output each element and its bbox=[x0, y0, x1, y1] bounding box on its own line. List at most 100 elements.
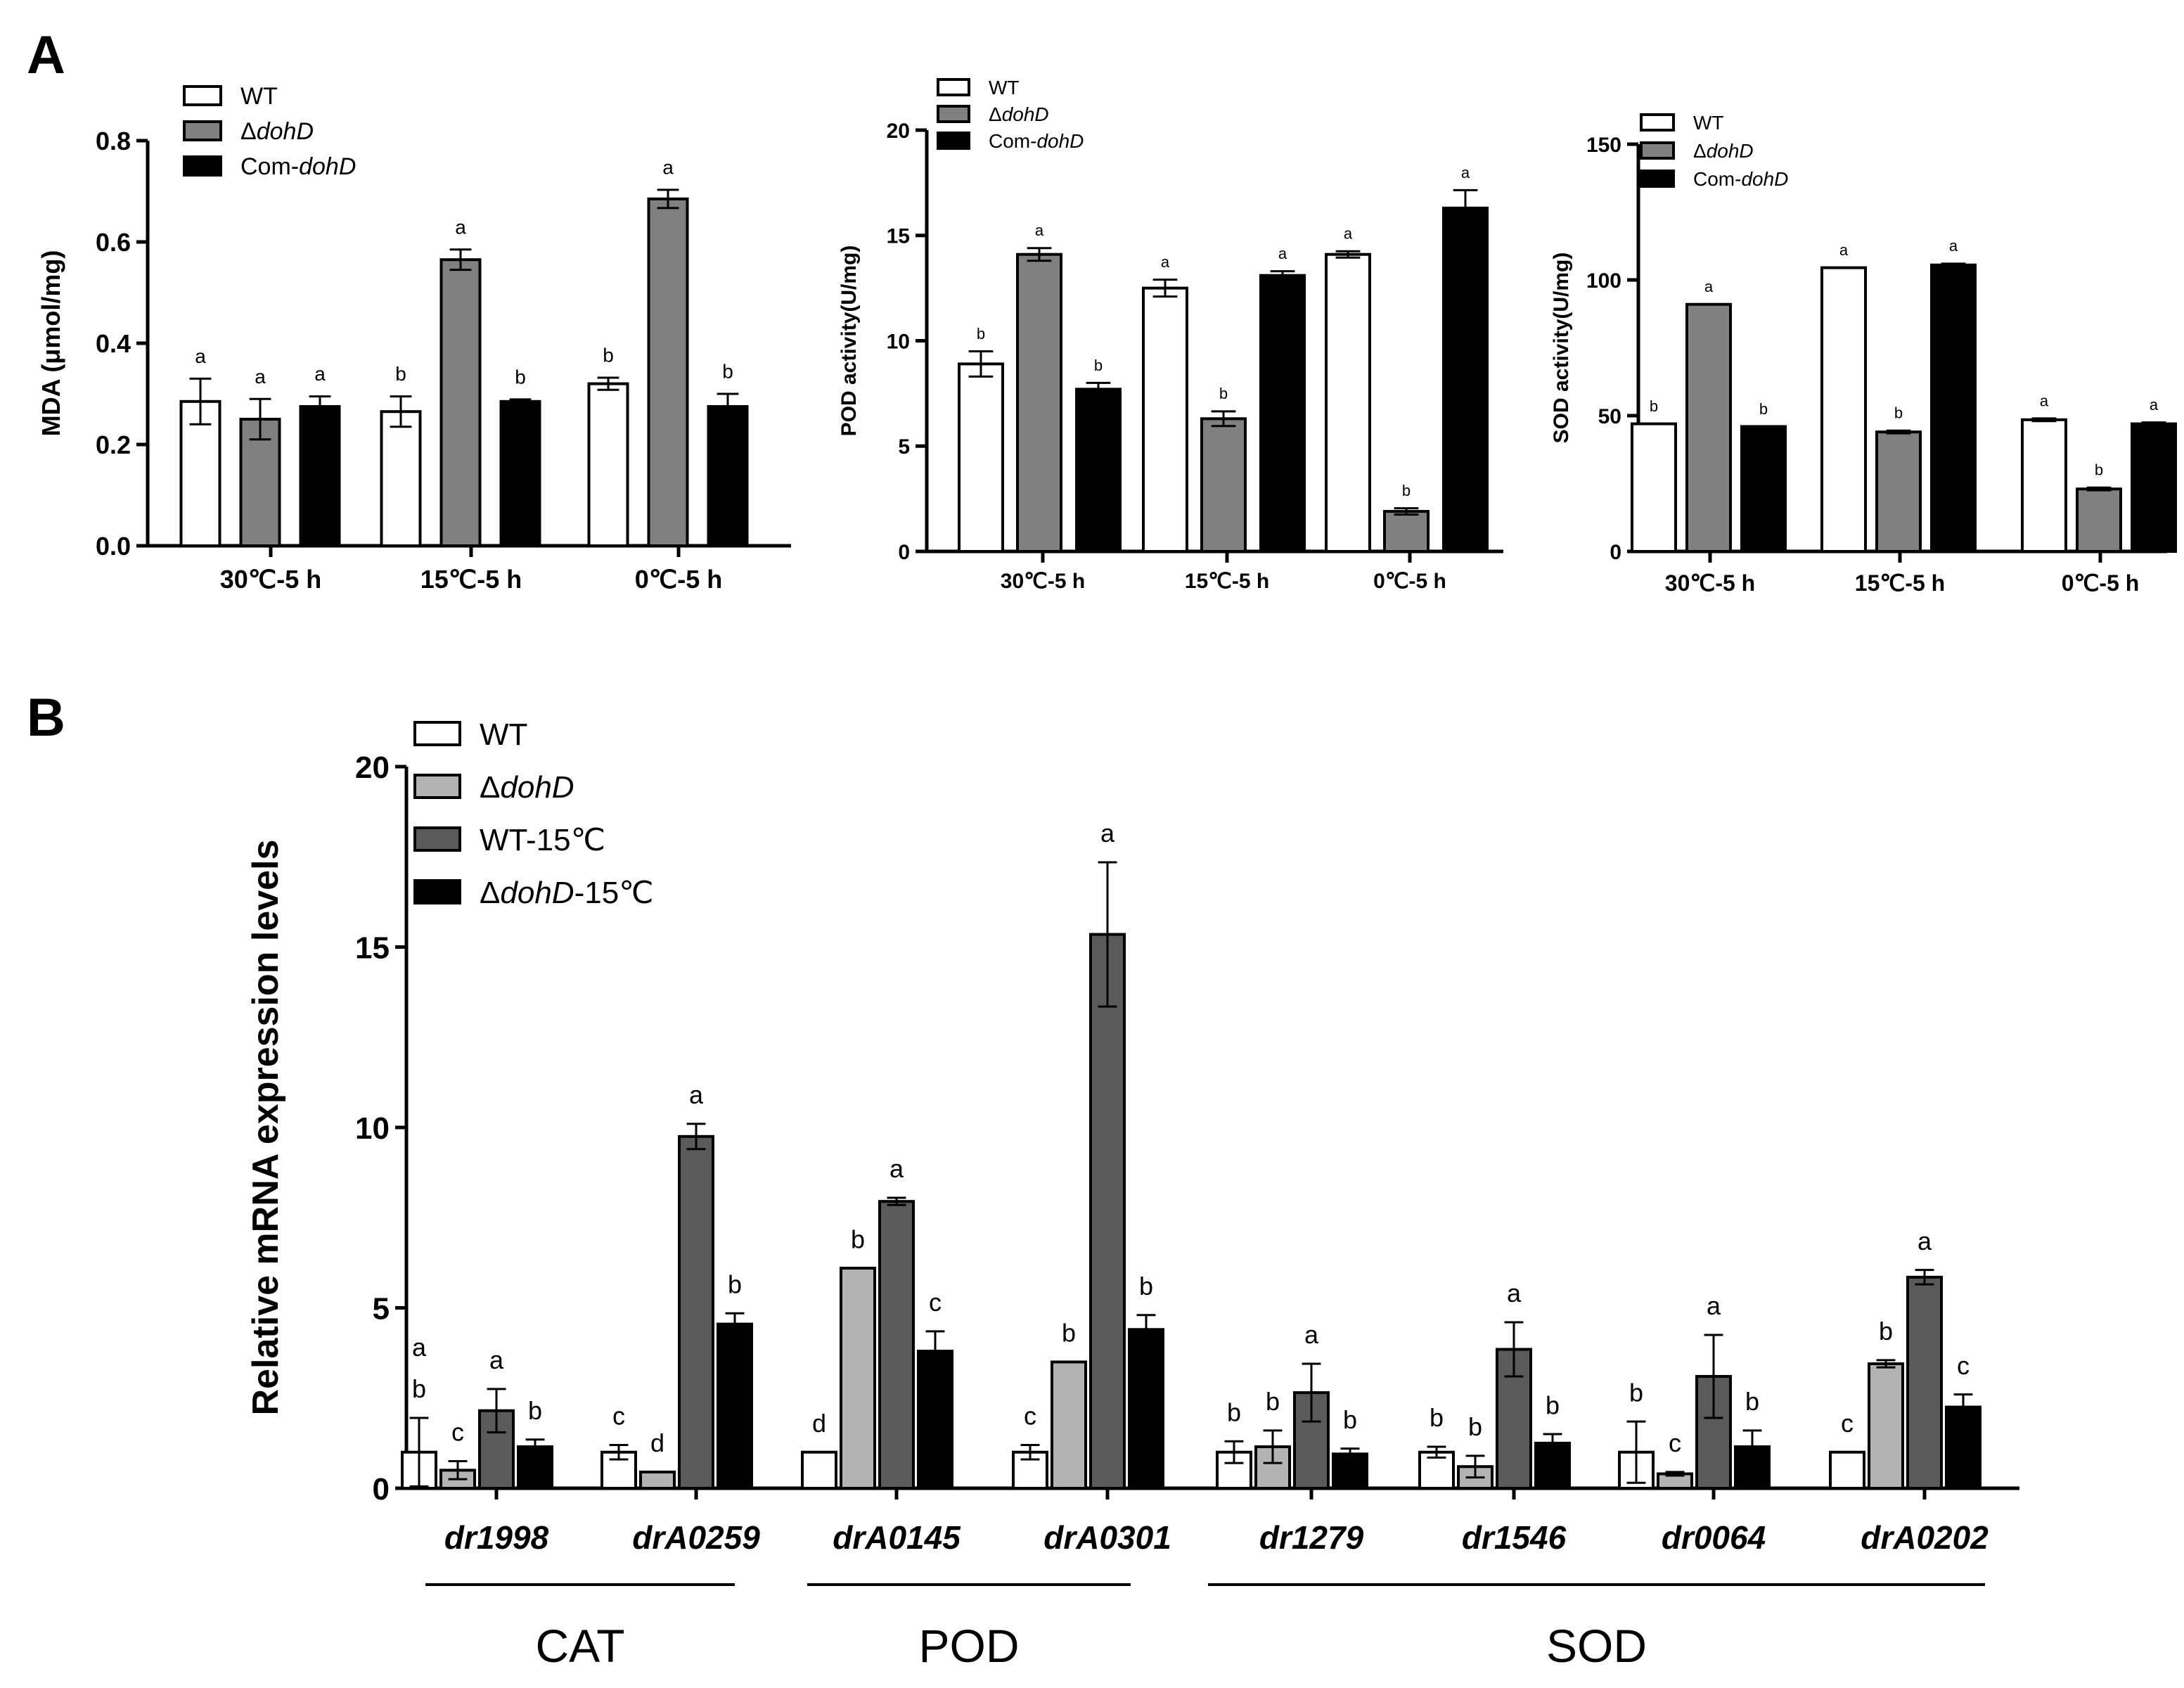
legend-swatch bbox=[413, 774, 461, 799]
x-tick-label: dr1279 bbox=[1259, 1519, 1364, 1556]
bar bbox=[1930, 263, 1977, 553]
group-label: CAT bbox=[535, 1620, 624, 1672]
bar bbox=[717, 1322, 753, 1490]
x-tick-label: 0℃-5 h bbox=[2062, 570, 2140, 596]
bar bbox=[1829, 1450, 1865, 1490]
bar bbox=[1820, 266, 1867, 553]
significance-label: c bbox=[612, 1402, 625, 1431]
significance-label: c bbox=[1024, 1402, 1036, 1431]
legend-swatch bbox=[413, 826, 461, 852]
bar bbox=[1200, 417, 1247, 553]
significance-label: b bbox=[528, 1396, 542, 1425]
bar bbox=[647, 197, 689, 547]
significance-label: a bbox=[455, 216, 466, 238]
legend-swatch bbox=[413, 879, 461, 904]
legend-entry: ΔdohD bbox=[989, 103, 1049, 125]
significance-label: a bbox=[1100, 819, 1115, 848]
y-tick-label: 20 bbox=[355, 750, 390, 785]
bar bbox=[1259, 274, 1306, 553]
significance-label: b bbox=[515, 366, 526, 388]
y-axis-label: MDA (μmol/mg) bbox=[37, 250, 65, 437]
x-tick-label: dr1998 bbox=[444, 1519, 549, 1556]
x-tick-label: drA0202 bbox=[1861, 1519, 1989, 1556]
bar bbox=[2131, 422, 2177, 554]
legend-swatch bbox=[183, 85, 222, 106]
y-axis-label: Relative mRNA expression levels bbox=[245, 840, 286, 1416]
bar bbox=[639, 1470, 676, 1490]
legend-entry: Com-dohD bbox=[240, 153, 356, 180]
significance-label: b bbox=[1343, 1405, 1357, 1434]
legend-entry: ΔdohD bbox=[480, 770, 574, 805]
bar bbox=[1383, 510, 1430, 553]
bar bbox=[380, 410, 422, 548]
significance-label: b bbox=[1227, 1398, 1241, 1427]
x-tick-label: 0℃-5 h bbox=[635, 565, 722, 594]
sod-activity-chart: 0 50 100 150 SOD activity(U/mg) 30℃-5 h 15℃-5 … bbox=[1550, 112, 2177, 596]
y-tick-label: 0 bbox=[373, 1472, 390, 1507]
bar bbox=[439, 258, 482, 547]
bar bbox=[801, 1450, 837, 1490]
x-tick-label: 30℃-5 h bbox=[1665, 570, 1755, 596]
significance-label: a bbox=[1161, 253, 1170, 271]
significance-label: b bbox=[412, 1374, 426, 1403]
significance-label: b bbox=[1266, 1387, 1280, 1416]
y-tick-label: 0.2 bbox=[96, 430, 131, 459]
panel-label-b: B bbox=[27, 688, 65, 748]
legend-entry: ΔdohD bbox=[240, 118, 314, 145]
significance-label: a bbox=[1704, 278, 1714, 295]
bar bbox=[1016, 252, 1062, 553]
bar bbox=[1142, 286, 1188, 553]
mda-chart: 0.0 0.2 0.4 0.6 0.8 MDA (μmol/mg) 30℃-5 h 15℃-5… bbox=[37, 83, 791, 594]
bar bbox=[1685, 302, 1732, 553]
y-tick-label: 50 bbox=[1598, 405, 1621, 428]
x-tick-label: 30℃-5 h bbox=[1001, 570, 1085, 593]
x-tick-label: drA0259 bbox=[632, 1519, 760, 1556]
y-tick-label: 100 bbox=[1586, 269, 1621, 293]
significance-label: a bbox=[1949, 237, 1958, 255]
x-tick-label: dr0064 bbox=[1662, 1519, 1766, 1556]
bar bbox=[678, 1134, 714, 1490]
group-label: POD bbox=[918, 1620, 1019, 1672]
significance-label: b bbox=[1745, 1387, 1759, 1416]
significance-label: b bbox=[1062, 1319, 1076, 1348]
y-tick-label: 0.0 bbox=[96, 532, 131, 561]
legend-entry: ΔdohD bbox=[1693, 140, 1754, 162]
bar bbox=[1740, 425, 1787, 553]
bar bbox=[1906, 1275, 1943, 1490]
significance-label: a bbox=[1344, 225, 1353, 243]
legend-swatch bbox=[1640, 113, 1675, 132]
y-tick-label: 0.4 bbox=[96, 329, 131, 358]
significance-label: a bbox=[889, 1154, 904, 1183]
significance-label: c bbox=[1669, 1428, 1681, 1457]
y-axis-label: SOD activity(U/mg) bbox=[1550, 252, 1573, 444]
y-axis-label: POD activity(U/mg) bbox=[837, 245, 861, 437]
legend-swatch bbox=[937, 105, 970, 123]
legend-swatch bbox=[1640, 170, 1675, 188]
y-tick-label: 0 bbox=[898, 541, 910, 564]
y-tick-label: 15 bbox=[355, 931, 390, 965]
legend-swatch bbox=[1640, 141, 1675, 160]
legend-entry: Com-dohD bbox=[989, 130, 1084, 152]
significance-label: b bbox=[1629, 1378, 1643, 1407]
significance-label: b bbox=[1430, 1403, 1444, 1432]
significance-label: a bbox=[195, 345, 206, 367]
bar bbox=[1089, 933, 1126, 1490]
significance-label: b bbox=[1219, 385, 1228, 402]
y-tick-label: 20 bbox=[887, 120, 910, 143]
bar bbox=[1875, 430, 1922, 553]
y-tick-label: 150 bbox=[1586, 134, 1621, 157]
significance-label: a bbox=[412, 1333, 427, 1362]
significance-label: a bbox=[314, 363, 326, 385]
legend-swatch bbox=[937, 132, 970, 150]
pod-activity-chart: 0 5 10 15 20 POD activity(U/mg) 30℃-5 h 15℃-5 h… bbox=[837, 77, 1503, 593]
significance-label: b bbox=[851, 1225, 865, 1253]
y-tick-label: 0.8 bbox=[96, 127, 131, 155]
bar bbox=[840, 1267, 876, 1490]
significance-label: a bbox=[662, 156, 674, 178]
significance-label: b bbox=[722, 361, 733, 383]
significance-label: a bbox=[1707, 1291, 1721, 1320]
legend-entry: Com-dohD bbox=[1693, 168, 1788, 190]
bar bbox=[299, 405, 341, 547]
y-tick-label: 5 bbox=[373, 1291, 390, 1326]
bar bbox=[1325, 252, 1371, 553]
